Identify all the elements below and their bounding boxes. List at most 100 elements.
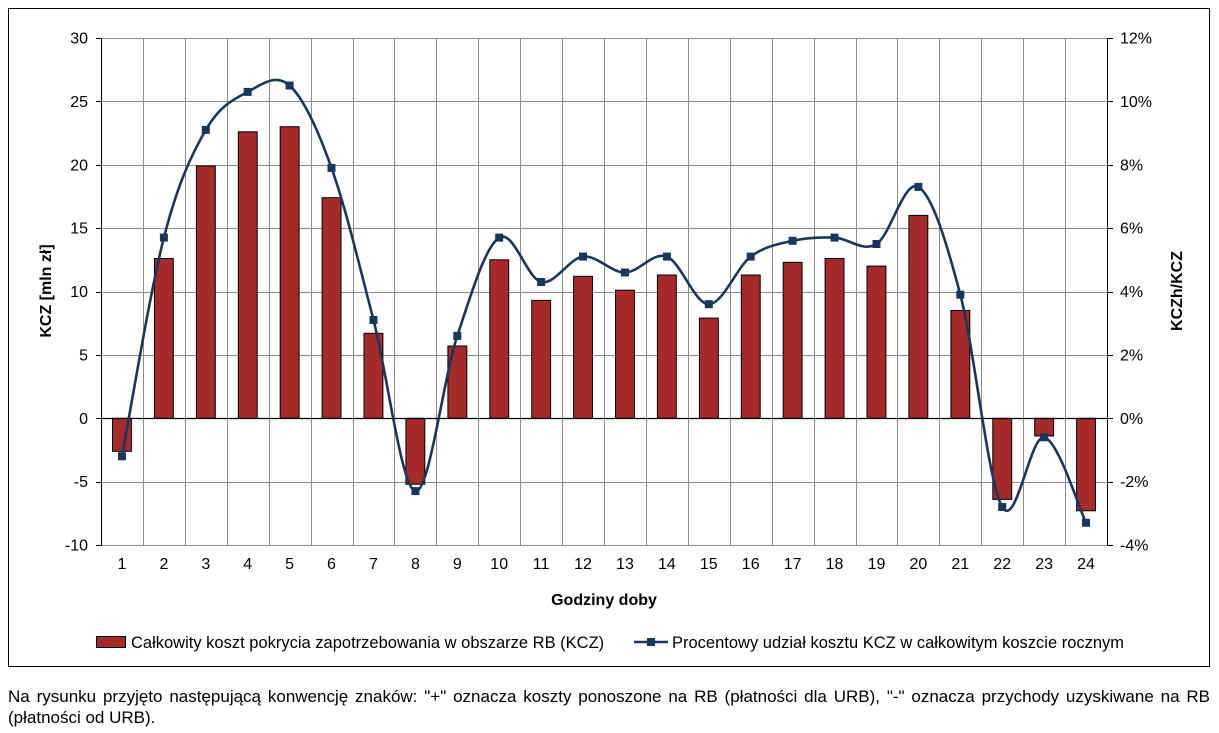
- share-marker-hour-9: [453, 331, 462, 340]
- kcz-bar-hour-18: [824, 258, 845, 419]
- kcz-bar-hour-6: [321, 197, 342, 419]
- y2-tick-label: 2%: [1120, 347, 1143, 364]
- share-marker-hour-13: [621, 268, 629, 277]
- x-tick-label: 22: [993, 556, 1011, 573]
- kcz-bar-hour-12: [573, 275, 593, 419]
- x-tick-label: 8: [411, 556, 420, 573]
- legend-item-bar-series: Całkowity koszt pokrycia zapotrzebowania…: [96, 634, 604, 652]
- kcz-bar-hour-13: [615, 289, 635, 419]
- y-tick-label: 15: [70, 221, 88, 238]
- legend-item-line-series: Procentowy udział kosztu KCZ w całkowity…: [634, 634, 1124, 652]
- y2-tick-label: -4%: [1120, 538, 1148, 555]
- x-tick-label: 21: [951, 556, 969, 573]
- share-marker-hour-22: [998, 503, 1007, 511]
- share-marker-hour-10: [495, 233, 504, 242]
- legend-label-line-series: Procentowy udział kosztu KCZ w całkowity…: [672, 634, 1124, 652]
- x-axis-title: Godziny doby: [551, 592, 657, 609]
- x-tick-label: 18: [826, 556, 844, 573]
- chart: -10-5051015202530-4%-2%0%2%4%6%8%10%12%1…: [8, 8, 1210, 667]
- kcz-bar-hour-11: [531, 299, 552, 419]
- y2-tick-label: 12%: [1120, 31, 1152, 48]
- legend-swatch-marker: [647, 638, 655, 646]
- y-tick-label: 25: [70, 94, 88, 111]
- share-marker-hour-3: [201, 125, 210, 134]
- kcz-bar-hour-10: [489, 259, 510, 419]
- share-marker-hour-7: [369, 316, 378, 324]
- chart-frame: [8, 8, 1210, 667]
- share-marker-hour-12: [579, 252, 587, 261]
- x-tick-label: 24: [1077, 556, 1095, 573]
- kcz-bar-hour-16: [740, 274, 761, 419]
- x-tick-label: 12: [574, 556, 592, 573]
- legend-label-bar-series: Całkowity koszt pokrycia zapotrzebowania…: [131, 634, 604, 652]
- x-tick-label: 11: [533, 556, 550, 573]
- tick-labels: -10-5051015202530-4%-2%0%2%4%6%8%10%12%1…: [65, 31, 1152, 574]
- kcz-bar-hour-8: [405, 417, 426, 485]
- y2-axis-title: KCZh/KCZ: [1169, 251, 1186, 331]
- kcz-bar-hour-14: [656, 274, 677, 419]
- y-axis-title: KCZ [mln zł]: [38, 244, 55, 337]
- x-tick-label: 20: [910, 556, 928, 573]
- share-marker-hour-15: [704, 300, 713, 309]
- x-tick-label: 1: [118, 556, 127, 573]
- share-marker-hour-6: [327, 163, 336, 172]
- x-tick-label: 2: [159, 556, 168, 573]
- y-tick-label: -5: [74, 474, 88, 491]
- kcz-bar-hour-4: [237, 131, 258, 419]
- share-marker-hour-19: [872, 240, 881, 248]
- x-tick-label: 19: [868, 556, 886, 573]
- x-tick-label: 15: [700, 556, 718, 573]
- bar-series: [112, 126, 1096, 512]
- kcz-bar-hour-15: [698, 317, 719, 419]
- share-marker-hour-24: [1082, 518, 1090, 527]
- x-tick-label: 14: [658, 556, 676, 573]
- kcz-bar-hour-20: [908, 214, 929, 419]
- share-marker-hour-8: [411, 487, 420, 496]
- share-marker-hour-1: [118, 452, 126, 461]
- kcz-bar-hour-5: [279, 126, 300, 419]
- legend-swatch-bar: [96, 636, 126, 648]
- kcz-bar-hour-3: [195, 165, 216, 419]
- axes: [96, 38, 1113, 546]
- x-tick-label: 10: [490, 556, 508, 573]
- y2-tick-label: 4%: [1120, 284, 1143, 301]
- x-tick-label: 3: [201, 556, 210, 573]
- kcz-bar-hour-2: [153, 258, 174, 419]
- share-marker-hour-2: [159, 233, 168, 242]
- share-marker-hour-16: [746, 252, 755, 261]
- x-tick-label: 4: [243, 556, 252, 573]
- share-marker-hour-5: [285, 81, 294, 90]
- y-tick-label: 5: [79, 347, 88, 364]
- share-marker-hour-14: [662, 252, 671, 261]
- x-tick-label: 13: [616, 556, 634, 573]
- gridlines: [101, 38, 1107, 546]
- x-tick-label: 23: [1035, 556, 1053, 573]
- footnote: Na rysunku przyjęto następującą konwencj…: [8, 687, 1210, 727]
- y-tick-label: 30: [70, 31, 88, 48]
- x-tick-label: 6: [327, 556, 336, 573]
- x-tick-label: 9: [453, 556, 462, 573]
- y-tick-label: 20: [70, 157, 88, 174]
- y2-tick-label: 8%: [1120, 157, 1143, 174]
- kcz-bar-hour-19: [866, 265, 887, 419]
- y2-tick-label: 0%: [1120, 411, 1143, 428]
- x-tick-label: 5: [285, 556, 294, 573]
- share-marker-hour-21: [956, 290, 965, 299]
- x-tick-label: 7: [369, 556, 378, 573]
- kcz-bar-hour-17: [782, 261, 803, 419]
- y-tick-label: 10: [70, 284, 88, 301]
- y2-tick-label: -2%: [1120, 474, 1148, 491]
- y-tick-label: 0: [79, 411, 88, 428]
- y2-tick-label: 6%: [1120, 221, 1143, 238]
- y2-tick-label: 10%: [1120, 94, 1152, 111]
- line-series: [118, 78, 1090, 527]
- kcz-bar-hour-24: [1076, 417, 1096, 512]
- share-marker-hour-23: [1040, 433, 1049, 442]
- share-marker-hour-20: [914, 182, 923, 191]
- x-tick-label: 17: [784, 556, 802, 573]
- legend: Całkowity koszt pokrycia zapotrzebowania…: [96, 634, 1124, 652]
- y-tick-label: -10: [65, 538, 88, 555]
- share-marker-hour-4: [243, 87, 252, 96]
- x-tick-label: 16: [742, 556, 760, 573]
